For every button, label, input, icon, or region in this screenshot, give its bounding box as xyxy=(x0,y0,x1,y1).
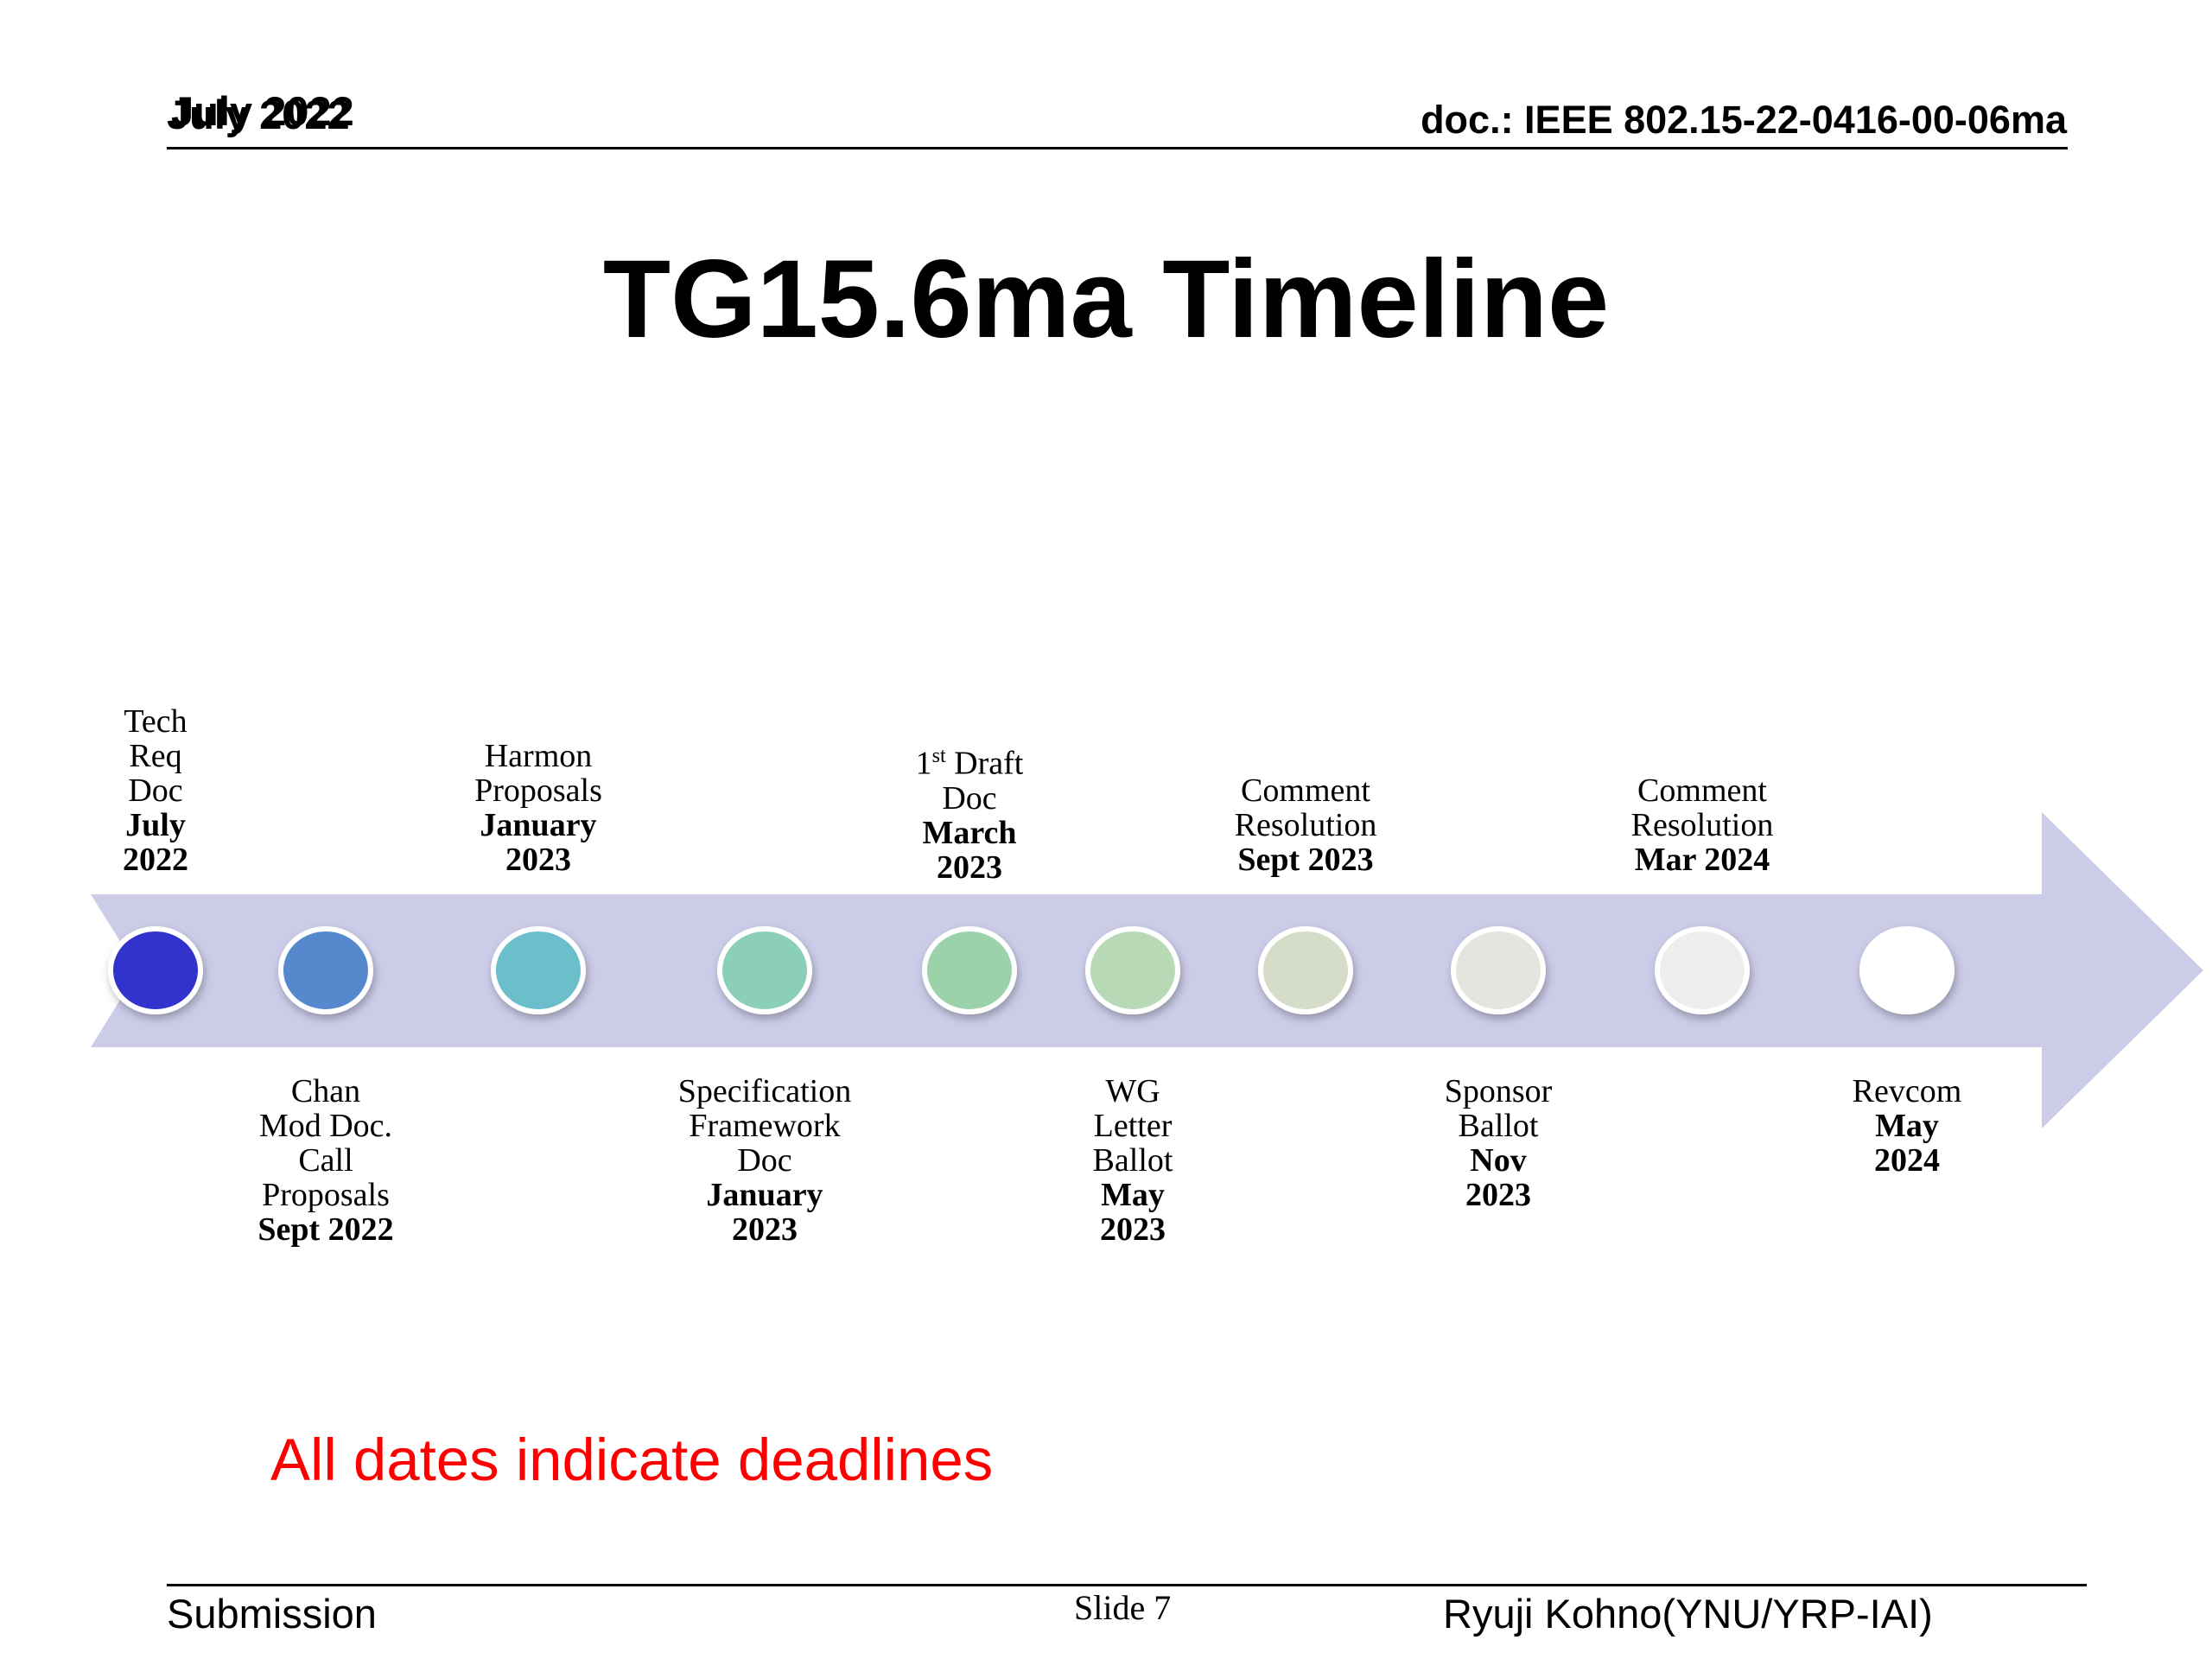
milestone-text-line: Comment xyxy=(1241,772,1370,809)
milestone-date: 2023 xyxy=(1100,1211,1166,1248)
milestone-marker xyxy=(491,926,586,1014)
milestone-date: May xyxy=(1875,1108,1939,1144)
milestone-date: Sept 2022 xyxy=(257,1211,394,1248)
milestone-date: Mar 2024 xyxy=(1634,842,1770,878)
milestone-marker xyxy=(1859,926,1955,1014)
milestone-date: 2022 xyxy=(123,842,188,878)
milestone-text-line: Revcom xyxy=(1852,1073,1962,1109)
milestone-text-line: Call xyxy=(298,1142,353,1179)
milestone-label: Comment Resolution Sept 2023 xyxy=(1167,773,1444,877)
footer-submission: Submission xyxy=(167,1591,377,1637)
milestone-label: Comment Resolution Mar 2024 xyxy=(1564,773,1840,877)
milestone-date: March xyxy=(922,814,1017,851)
milestone-text-line: Framework xyxy=(689,1108,841,1144)
milestone-date: 2023 xyxy=(505,842,571,878)
milestone-marker xyxy=(278,926,373,1014)
milestone-text-line: Sponsor xyxy=(1444,1073,1553,1109)
milestone-marker xyxy=(922,926,1017,1014)
footer-rule xyxy=(167,1584,2087,1586)
milestone-date: 2023 xyxy=(1465,1177,1531,1213)
milestone-date: January xyxy=(480,807,597,843)
milestone-text-line: Comment xyxy=(1637,772,1767,809)
document-id: doc.: IEEE 802.15-22-0416-00-06ma xyxy=(1421,98,2067,142)
milestone-text-line: Ballot xyxy=(1092,1142,1173,1179)
milestone-label: Sponsor Ballot Nov 2023 xyxy=(1360,1074,1637,1212)
milestone-marker xyxy=(1655,926,1750,1014)
milestone-text-line: Tech xyxy=(124,703,188,740)
header-date-text: July 2022 xyxy=(167,92,350,137)
milestone-text-line: Mod Doc. xyxy=(258,1108,393,1144)
milestone-text-line: Specification xyxy=(677,1073,852,1109)
header-date-overlay: July 2022 xyxy=(171,88,354,134)
milestone-marker xyxy=(1451,926,1546,1014)
milestone-date: 2024 xyxy=(1874,1142,1940,1179)
milestone-marker xyxy=(1258,926,1353,1014)
milestone-text-line: Ballot xyxy=(1458,1108,1539,1144)
milestone-text-line: WG xyxy=(1105,1073,1160,1109)
slide-title: TG15.6ma Timeline xyxy=(602,238,1610,361)
milestone-marker xyxy=(717,926,812,1014)
milestone-circles xyxy=(108,926,1955,1014)
milestone-label: WG Letter Ballot May 2023 xyxy=(995,1074,1271,1247)
milestone-marker xyxy=(1085,926,1180,1014)
milestone-label: 1st Draft Doc March 2023 xyxy=(831,739,1108,885)
milestone-label: Revcom May 2024 xyxy=(1769,1074,2045,1178)
milestone-date: 2023 xyxy=(732,1211,798,1248)
milestone-date: July xyxy=(125,807,186,843)
milestone-text-line: Proposals xyxy=(262,1177,390,1213)
footer-author: Ryuji Kohno(YNU/YRP-IAI) xyxy=(1443,1591,1933,1637)
milestone-text-line: Req xyxy=(129,738,182,774)
milestone-label: Harmon Proposals January 2023 xyxy=(400,739,677,877)
milestone-text-line: Resolution xyxy=(1630,807,1774,843)
milestone-date: May xyxy=(1101,1177,1165,1213)
milestone-text-line: Proposals xyxy=(474,772,602,809)
milestone-label: Chan Mod Doc. Call Proposals Sept 2022 xyxy=(188,1074,464,1247)
milestone-date: January xyxy=(706,1177,823,1213)
slide-number: Slide 7 xyxy=(1074,1588,1172,1627)
milestone-text-line: Resolution xyxy=(1234,807,1377,843)
milestone-text-line: Doc xyxy=(128,772,183,809)
milestone-marker xyxy=(108,926,203,1014)
milestone-date: 2023 xyxy=(937,849,1002,886)
milestone-date: Nov xyxy=(1470,1142,1527,1179)
milestone-text-line: Chan xyxy=(290,1073,361,1109)
milestone-text-line: 1st Draft xyxy=(915,745,1024,782)
milestone-date: Sept 2023 xyxy=(1237,842,1374,878)
milestone-label: Tech Req Doc July 2022 xyxy=(17,704,294,877)
milestone-text-line: Harmon xyxy=(484,738,593,774)
deadline-note: All dates indicate deadlines xyxy=(270,1427,994,1493)
milestone-label: Specification Framework Doc January 2023 xyxy=(626,1074,903,1247)
milestone-text-line: Letter xyxy=(1093,1108,1173,1144)
milestone-text-line: Doc xyxy=(942,779,997,817)
header-rule xyxy=(167,147,2068,149)
milestone-text-line: Doc xyxy=(737,1142,792,1179)
